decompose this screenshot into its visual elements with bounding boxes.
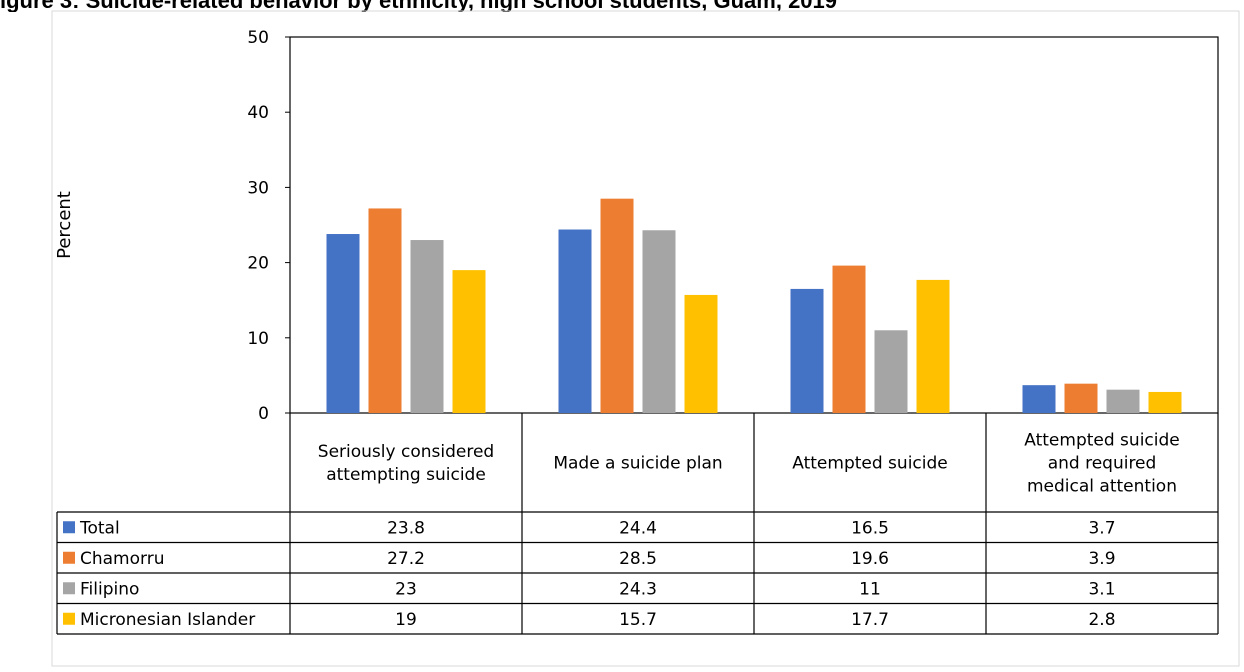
table-cell-value: 23: [395, 579, 417, 599]
chart-outer-border: [51, 10, 1240, 667]
table-cell-value: 3.9: [1088, 549, 1115, 569]
bar: [326, 234, 360, 413]
category-label: attempting suicide: [326, 465, 486, 485]
table-cell-value: 3.7: [1088, 518, 1115, 538]
bar: [1148, 391, 1182, 413]
table-cell-value: 27.2: [387, 549, 425, 569]
bar: [916, 279, 950, 413]
table-cell-value: 16.5: [851, 518, 889, 538]
y-tick-label: 40: [247, 103, 269, 123]
table-cell-value: 28.5: [619, 549, 657, 569]
table-cell-value: 15.7: [619, 610, 657, 630]
category-label: Seriously considered: [318, 442, 494, 462]
y-tick-label: 30: [247, 178, 269, 198]
table-cell-value: 24.4: [619, 518, 657, 538]
legend-series-name: Total: [79, 518, 120, 538]
y-tick-label: 10: [247, 329, 269, 349]
chart-title: igure 3: Suicide-related behavior by eth…: [0, 0, 1244, 12]
table-cell-value: 2.8: [1088, 610, 1115, 630]
legend-key: [63, 521, 75, 534]
bar: [874, 330, 908, 413]
bar: [452, 270, 486, 413]
table-cell-value: 3.1: [1088, 579, 1115, 599]
bar: [1022, 385, 1056, 413]
table-cell-value: 19.6: [851, 549, 889, 569]
legend-key: [63, 551, 75, 564]
y-tick-label: 0: [258, 404, 269, 424]
category-label: and required: [1048, 454, 1157, 474]
legend-series-name: Filipino: [80, 579, 139, 599]
category-label: medical attention: [1027, 477, 1177, 497]
bar: [642, 230, 676, 413]
table-cell-value: 23.8: [387, 518, 425, 538]
bar: [558, 229, 592, 413]
legend-key: [63, 582, 75, 595]
bar: [600, 198, 634, 413]
table-cell-value: 24.3: [619, 579, 657, 599]
category-label: Attempted suicide: [792, 454, 947, 474]
table-cell-value: 11: [859, 579, 881, 599]
bar: [790, 288, 824, 413]
y-tick-label: 50: [247, 28, 269, 48]
legend-series-name: Chamorru: [80, 549, 164, 569]
category-label: Attempted suicide: [1024, 431, 1179, 451]
table-cell-value: 19: [395, 610, 417, 630]
bar: [368, 208, 402, 413]
legend-series-name: Micronesian Islander: [80, 610, 255, 630]
legend-key: [63, 612, 75, 625]
bar: [684, 294, 718, 413]
category-label: Made a suicide plan: [553, 454, 722, 474]
bar: [410, 240, 444, 413]
y-tick-label: 20: [247, 254, 269, 274]
bar: [1064, 383, 1098, 413]
bar: [1106, 389, 1140, 413]
bar: [832, 265, 866, 413]
table-cell-value: 17.7: [851, 610, 889, 630]
y-axis-title: Percent: [54, 191, 75, 259]
